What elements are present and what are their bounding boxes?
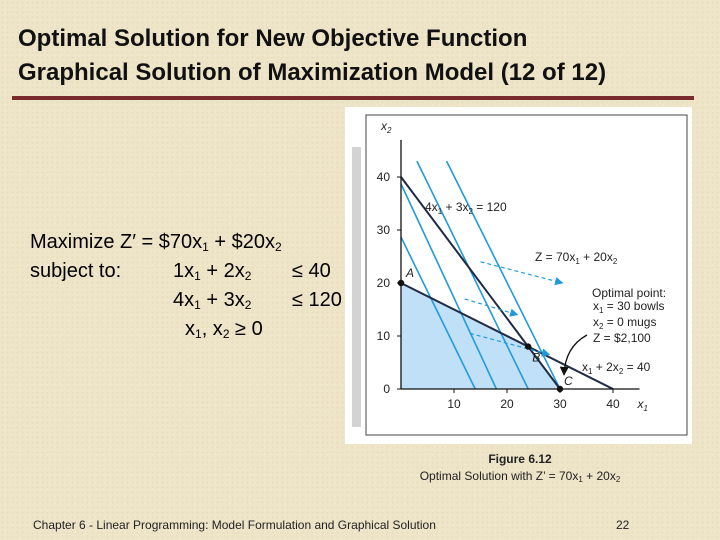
nonneg-a: x [185, 318, 195, 340]
objective-label: Z = 70x1 + 20x2 [535, 250, 618, 266]
y-tick-label-20: 20 [377, 276, 391, 290]
constraint1-b: + 2x [200, 260, 245, 282]
objective-sub-1: 1 [202, 240, 209, 254]
optimal-x2: x2 = 0 mugs [593, 315, 656, 331]
corner-point-a [397, 279, 405, 287]
title-underline [12, 96, 694, 100]
nonneg-sub-2: 2 [222, 327, 230, 341]
constraint2-sub-2: 2 [244, 298, 252, 312]
objective-line-2 [416, 160, 529, 390]
optimal-x1: x1 = 30 bowls [593, 299, 665, 315]
optimal-callout-arrow [559, 334, 588, 376]
y-tick-label-30: 30 [377, 223, 391, 237]
lp-graph: 10 20 30 40 0 10 20 30 40 x1 x2 A B C 4x1 + 3x2 = 120… [365, 114, 688, 436]
corner-label-b: B [532, 351, 540, 365]
x-tick-label-30: 30 [553, 397, 567, 411]
constraint1-bound: ≤ 40 [292, 260, 331, 282]
constraint1-sub-1: 1 [194, 269, 201, 283]
title-line-1: Optimal Solution for New Objective Funct… [18, 25, 528, 52]
y-tick-label-10: 10 [377, 329, 391, 343]
optimal-title: Optimal point: [592, 286, 666, 300]
subject-to-label: subject to: [30, 260, 122, 282]
figure-caption: Figure 6.12 Optimal Solution with Z’ = 7… [400, 451, 640, 488]
constraint-line-1 [400, 282, 614, 390]
figure-label: Figure 6.12 [488, 452, 552, 466]
nonneg-c: ≥ 0 [229, 318, 263, 340]
constraint1-a: 1x [173, 260, 195, 282]
y-tick-label-40: 40 [377, 170, 391, 184]
constraint2-sub-1: 1 [194, 298, 201, 312]
figure-description: Optimal Solution with Z’ = 70x1 + 20x2 [419, 469, 621, 484]
corner-point-b [525, 343, 532, 350]
title-line-2: Graphical Solution of Maximization Model… [18, 59, 607, 86]
objective-direction-arrow-1 [480, 261, 564, 286]
objective-text-b: + $20x [208, 231, 275, 253]
corner-point-c [556, 385, 564, 393]
corner-label-a: A [405, 266, 414, 280]
chart-root: 10 20 30 40 0 10 20 30 40 x1 x2 A B C [377, 119, 648, 413]
slide-number: 22 [616, 518, 630, 532]
nonneg-b: , x [201, 318, 223, 340]
corner-label-c: C [564, 374, 573, 388]
y-axis-label: x2 [380, 119, 392, 135]
constraint1-sub-2: 2 [244, 269, 252, 283]
constraint-line-2 [400, 176, 561, 390]
objective-sub-2: 2 [275, 240, 282, 254]
objective-text-a: Maximize Z′ = $70x [30, 231, 203, 253]
objective-line-3 [400, 183, 498, 390]
objective-direction-arrow-2 [464, 298, 519, 317]
footer-text: Chapter 6 - Linear Programming: Model Fo… [33, 518, 436, 532]
objective-line-4 [400, 236, 476, 390]
x-axis-label: x1 [637, 397, 648, 413]
optimal-point-callout: Optimal point: x1 = 30 bowls x2 = 0 mugs… [592, 286, 666, 345]
x-tick-label-40: 40 [606, 397, 620, 411]
figure-shadow-strip [352, 147, 361, 427]
constraint2-label: 4x1 + 3x2 = 120 [425, 200, 507, 216]
nonneg-sub-1: 1 [195, 327, 202, 341]
optimal-z: Z = $2,100 [593, 331, 651, 345]
constraint2-b: + 3x [200, 289, 245, 311]
constraint2-a: 4x [173, 289, 195, 311]
x-tick-label-10: 10 [447, 397, 461, 411]
y-tick-label-0: 0 [383, 382, 390, 396]
x-tick-label-20: 20 [500, 397, 514, 411]
constraint1-label: x1 + 2x2 = 40 [582, 360, 651, 376]
slide-title: Optimal Solution for New Objective Funct… [18, 22, 708, 90]
constraint2-bound: ≤ 120 [292, 289, 342, 311]
